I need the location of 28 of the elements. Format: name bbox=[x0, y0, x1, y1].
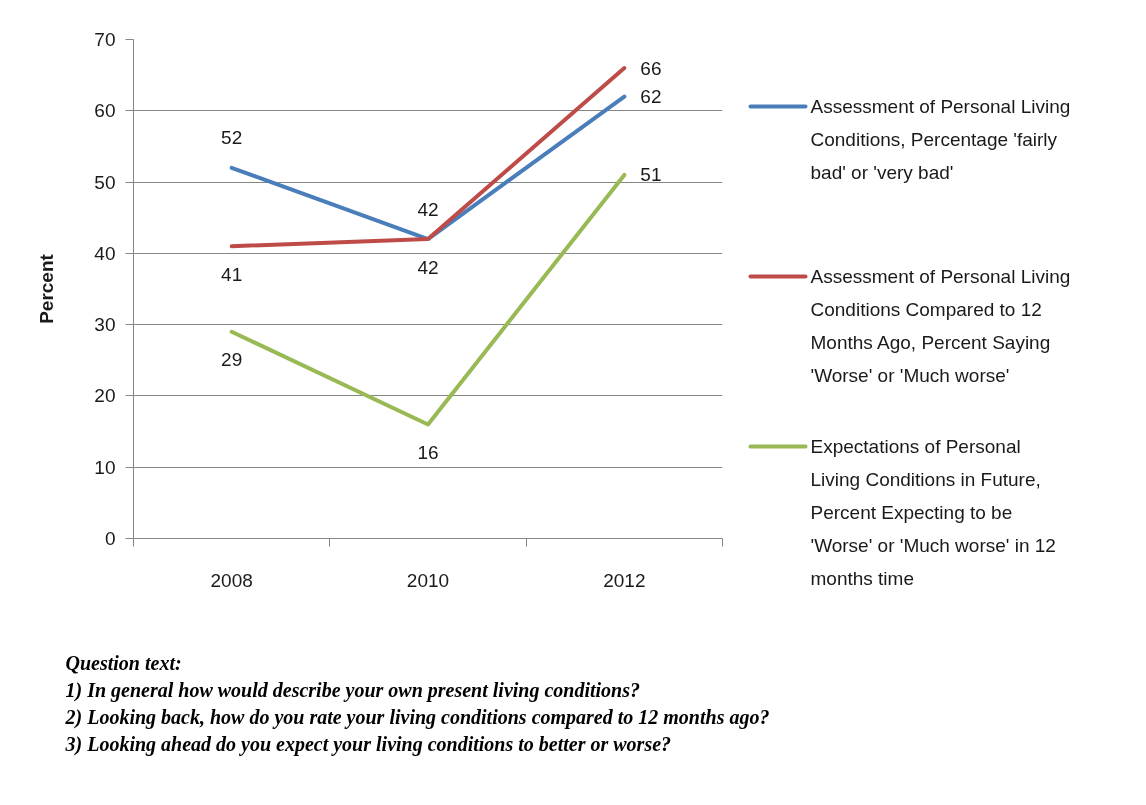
data-label: 42 bbox=[417, 198, 439, 220]
data-label: 66 bbox=[640, 57, 662, 79]
y-tick-label: 0 bbox=[104, 528, 116, 549]
x-tick-label: 2008 bbox=[210, 569, 253, 591]
legend-label: Expectations of Personal Living Conditions in Future, Percent Expecting to be 'Worse' or 'Much worse' in 12 months time bbox=[810, 436, 1056, 589]
x-tick-label: 2010 bbox=[406, 569, 450, 591]
y-tick-label: 50 bbox=[94, 171, 116, 193]
text: 1) In general how would describe your own present living conditions? bbox=[65, 678, 641, 702]
y-tick-label: 30 bbox=[94, 314, 116, 336]
y-axis-title: Percent bbox=[36, 253, 58, 324]
data-label: 29 bbox=[221, 349, 243, 371]
text: 3) Looking ahead do you expect your living conditions to better or worse? bbox=[64, 732, 672, 756]
text: 2) Looking back, how do you rate your living conditions compared to 12 months ago? bbox=[64, 705, 770, 729]
y-tick-label: 20 bbox=[94, 385, 116, 407]
y-tick-label: 10 bbox=[94, 456, 116, 478]
text: Question text: bbox=[65, 651, 182, 674]
x-tick-label: 2012 bbox=[603, 569, 646, 591]
data-label: 16 bbox=[417, 441, 439, 463]
y-tick-label: 60 bbox=[94, 100, 116, 122]
data-label: 51 bbox=[640, 164, 662, 186]
data-label: 62 bbox=[640, 86, 662, 108]
data-label: 41 bbox=[221, 263, 243, 285]
legend-label: Assessment of Personal Living Conditions Compared to 12 Months Ago, Percent Saying 'Worse' or 'Much worse' bbox=[810, 266, 1071, 386]
y-tick-label: 40 bbox=[94, 242, 116, 264]
legend-label: Assessment of Personal Living Conditions, Percentage 'fairly bad' or 'very bad' bbox=[810, 96, 1071, 183]
y-tick-label: 70 bbox=[94, 29, 116, 50]
data-label: 52 bbox=[221, 127, 243, 149]
data-label: 42 bbox=[417, 256, 439, 278]
